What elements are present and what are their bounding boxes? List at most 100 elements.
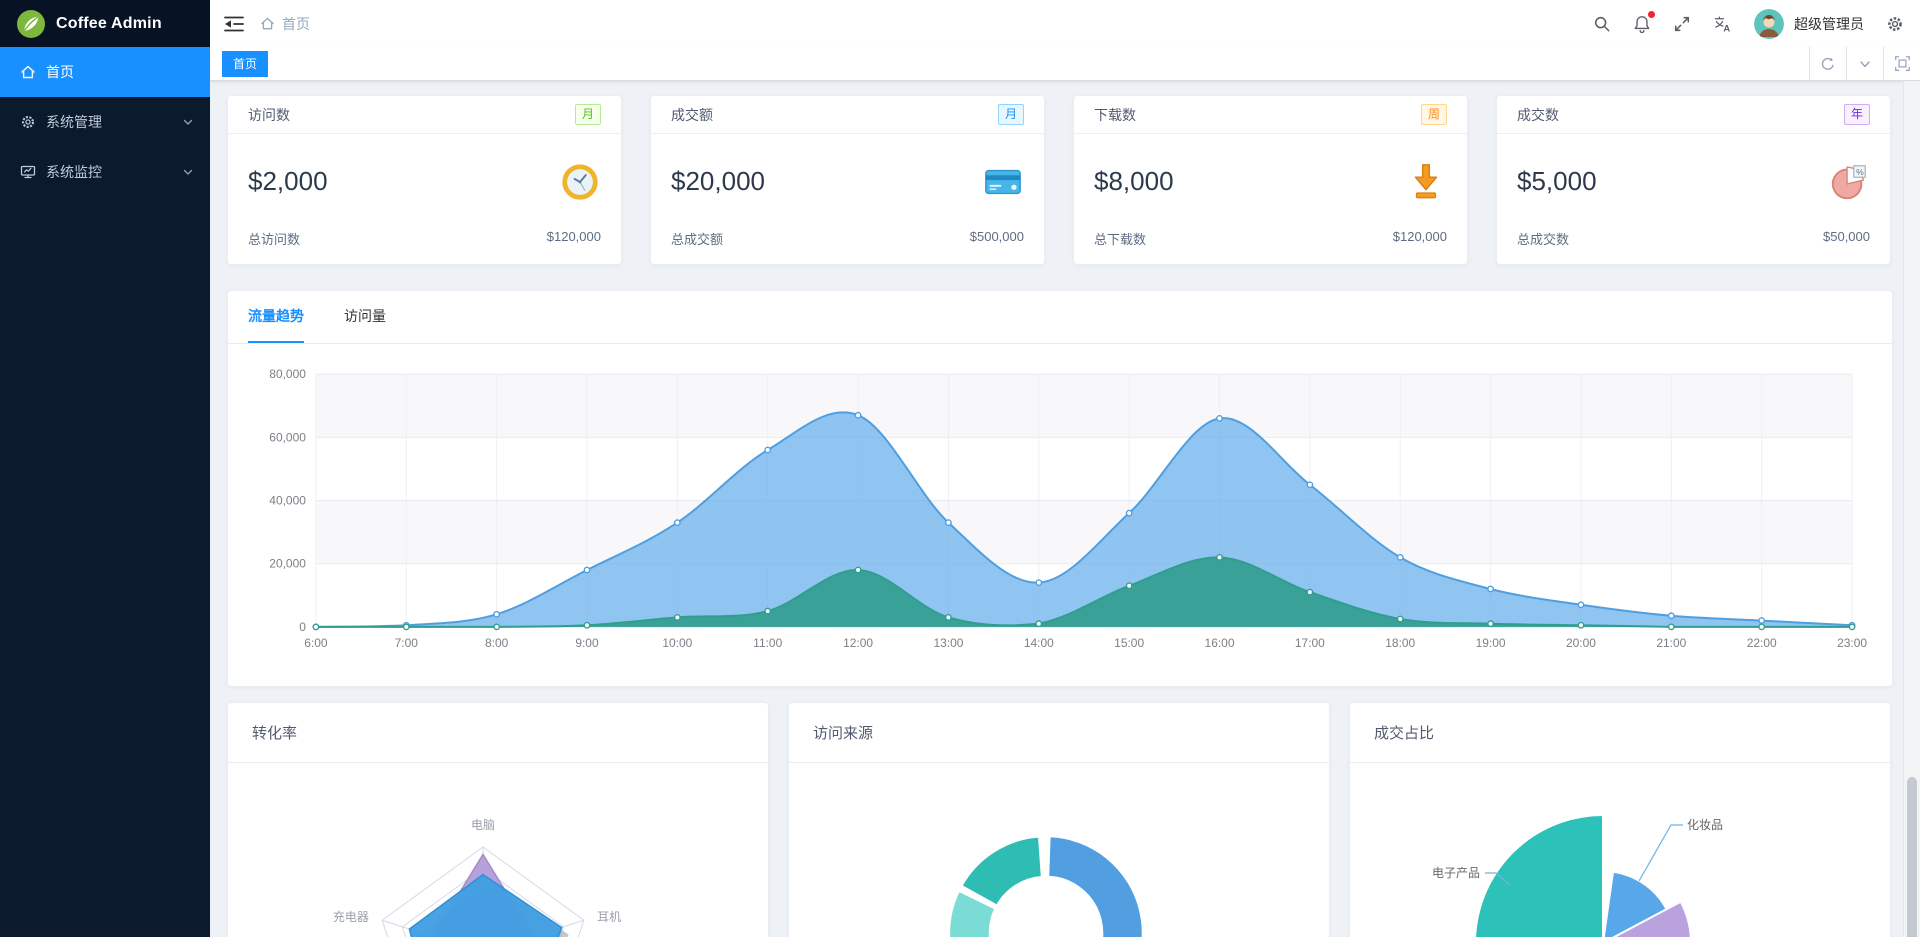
series-teal-marker xyxy=(402,623,410,631)
series-teal-marker xyxy=(493,623,501,631)
series-teal-marker xyxy=(1125,582,1133,590)
x-tick-label: 13:00 xyxy=(933,636,963,650)
series-teal-marker xyxy=(854,566,862,574)
card-title: 转化率 xyxy=(228,703,768,763)
monitor-icon xyxy=(20,165,36,179)
chevron-down-icon xyxy=(1860,60,1870,67)
breadcrumb-label: 首页 xyxy=(282,15,310,32)
stat-card-turnover: 成交额 月 $20,000 总成交额 $500,000 xyxy=(650,95,1045,265)
breadcrumb[interactable]: 首页 xyxy=(260,14,310,34)
deal-share-rose-chart[interactable]: 电子产品 化妆品 xyxy=(1350,763,1892,937)
radar-axis-label: 耳机 xyxy=(597,910,621,924)
stat-card-downloads: 下载数 周 $8,000 总下载数 $120,000 xyxy=(1073,95,1468,265)
series-blue-marker xyxy=(583,566,591,574)
stat-card-value: $5,000 xyxy=(1517,166,1597,196)
series-teal-marker xyxy=(1487,620,1494,628)
tab-traffic-trend[interactable]: 流量趋势 xyxy=(248,291,304,343)
series-blue-marker xyxy=(493,610,501,618)
stat-footer-value: $120,000 xyxy=(546,229,601,244)
notifications-button[interactable] xyxy=(1633,11,1655,33)
search-button[interactable] xyxy=(1593,15,1611,33)
chevron-down-icon xyxy=(183,119,193,125)
y-tick-label: 40,000 xyxy=(269,494,306,508)
series-teal-marker xyxy=(1216,553,1223,561)
app-title: Coffee Admin xyxy=(56,14,162,32)
series-teal-marker xyxy=(764,607,772,615)
pie-label: 电子产品 xyxy=(1432,866,1480,880)
x-tick-label: 10:00 xyxy=(662,636,692,650)
stat-card-value: $8,000 xyxy=(1094,166,1174,196)
percent-glyph: % xyxy=(1856,166,1864,176)
series-blue-marker xyxy=(1396,553,1404,561)
stat-card-title: 成交数 xyxy=(1517,106,1559,123)
stat-card-title: 访问数 xyxy=(248,106,290,123)
refresh-button[interactable] xyxy=(1809,47,1846,80)
stat-footer-value: $500,000 xyxy=(969,229,1024,244)
page-scrollbar[interactable] xyxy=(1903,81,1920,937)
tags-menu-button[interactable] xyxy=(1846,47,1883,80)
chevron-down-icon xyxy=(183,169,193,175)
avatar[interactable] xyxy=(1754,8,1784,39)
sidebar-toggle-button[interactable] xyxy=(224,15,244,33)
app-logo[interactable]: Coffee Admin xyxy=(0,0,210,47)
language-switch-button[interactable]: A xyxy=(1713,15,1732,33)
bell-icon xyxy=(1634,16,1650,33)
x-tick-label: 17:00 xyxy=(1295,636,1325,650)
x-tick-label: 23:00 xyxy=(1837,636,1867,650)
traffic-trend-area-chart[interactable]: 0 20,000 40,000 60,000 80,000 6:00 7:00 8:00 9:0… xyxy=(228,344,1892,687)
stat-footer-label: 总下载数 xyxy=(1094,232,1147,247)
radar-axis-label: 充电器 xyxy=(333,909,369,924)
top-navbar: 首页 xyxy=(210,0,1920,47)
series-teal-marker xyxy=(1396,615,1404,623)
series-teal-marker xyxy=(1577,621,1585,629)
user-name[interactable]: 超级管理员 xyxy=(1794,15,1864,32)
gear-icon xyxy=(22,116,34,128)
gear-icon xyxy=(1888,16,1902,31)
stat-card-value: $2,000 xyxy=(248,166,328,196)
deal-share-card: 成交占比 电子产品 化妆品 xyxy=(1349,702,1891,937)
settings-button[interactable] xyxy=(1886,15,1904,33)
svg-text:A: A xyxy=(1723,23,1730,32)
donut-segment xyxy=(947,889,997,937)
sidebar-item-system-management[interactable]: 系统管理 xyxy=(0,97,210,147)
sidebar-menu: 首页 系统管理 系统监控 xyxy=(0,47,210,197)
clock-icon xyxy=(562,163,598,200)
tags-controls xyxy=(1809,47,1920,80)
x-tick-label: 6:00 xyxy=(304,636,328,650)
maximize-icon xyxy=(1894,56,1910,71)
tag-home[interactable]: 首页 xyxy=(222,50,269,77)
conversion-rate-card: 转化率 电脑 耳机 充电器 xyxy=(227,702,769,937)
sidebar-item-label: 首页 xyxy=(46,64,74,80)
x-tick-label: 9:00 xyxy=(575,636,599,650)
visit-source-donut-chart[interactable] xyxy=(789,763,1331,937)
series-teal-marker xyxy=(583,621,591,629)
y-tick-label: 60,000 xyxy=(269,430,306,444)
period-badge: 月 xyxy=(997,104,1024,125)
scrollbar-thumb[interactable] xyxy=(1907,777,1917,937)
period-badge: 月 xyxy=(574,104,601,125)
sidebar-item-label: 系统管理 xyxy=(46,114,102,130)
sidebar-item-system-monitor[interactable]: 系统监控 xyxy=(0,147,210,197)
main-area: 首页 xyxy=(210,0,1920,937)
stat-card-title: 成交额 xyxy=(671,106,713,123)
translate-icon: A xyxy=(1714,15,1730,33)
x-tick-label: 12:00 xyxy=(843,636,873,650)
trend-tabs: 流量趋势 访问量 xyxy=(228,291,1892,344)
tags-view-bar: 首页 xyxy=(210,47,1920,81)
series-blue-marker xyxy=(673,519,681,527)
sidebar-item-home[interactable]: 首页 xyxy=(0,47,210,97)
visit-source-card: 访问来源 xyxy=(788,702,1330,937)
y-tick-label: 20,000 xyxy=(269,557,306,571)
maximize-content-button[interactable] xyxy=(1883,47,1920,80)
tab-visit-volume[interactable]: 访问量 xyxy=(344,308,386,324)
y-tick-label: 0 xyxy=(299,620,306,634)
series-blue-marker xyxy=(1758,617,1766,624)
fullscreen-button[interactable] xyxy=(1673,15,1691,33)
notification-dot xyxy=(1648,11,1655,18)
pie-label-line xyxy=(1638,824,1683,882)
split-area-band xyxy=(315,500,1853,564)
pie-label-line xyxy=(1485,872,1511,886)
x-tick-label: 20:00 xyxy=(1566,636,1596,650)
stat-footer-value: $50,000 xyxy=(1823,229,1870,244)
